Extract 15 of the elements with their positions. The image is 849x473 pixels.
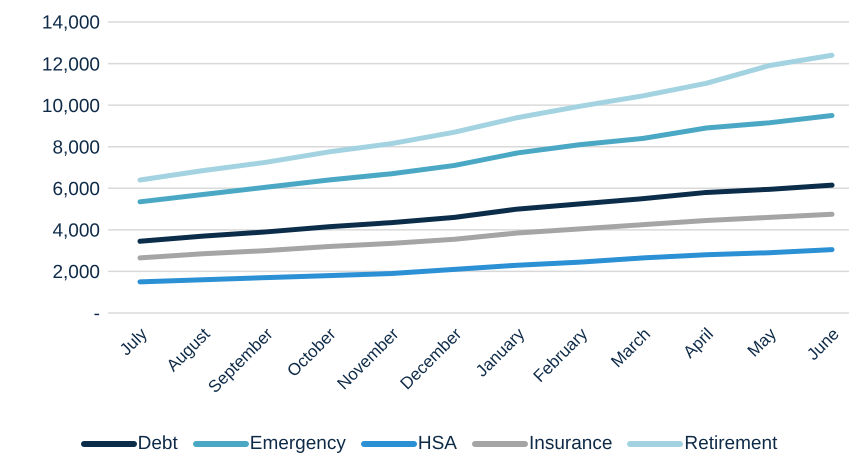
legend-label: Debt — [138, 433, 178, 455]
x-tick-label: July — [116, 324, 152, 360]
legend-label: Retirement — [684, 433, 778, 455]
y-tick-label: 12,000 — [42, 54, 100, 76]
y-tick-label: 8,000 — [52, 137, 100, 158]
y-tick-label: 10,000 — [42, 96, 100, 117]
legend-label: Emergency — [250, 433, 346, 455]
y-tick-label: - — [94, 304, 100, 325]
y-tick-label: 6,000 — [52, 179, 100, 200]
x-tick-label: May — [744, 324, 780, 361]
y-tick-label: 4,000 — [52, 220, 100, 242]
legend-label: HSA — [418, 433, 457, 455]
y-tick-label: 14,000 — [42, 12, 100, 34]
legend-label: Insurance — [528, 433, 612, 455]
y-tick-label: 2,000 — [52, 262, 100, 284]
